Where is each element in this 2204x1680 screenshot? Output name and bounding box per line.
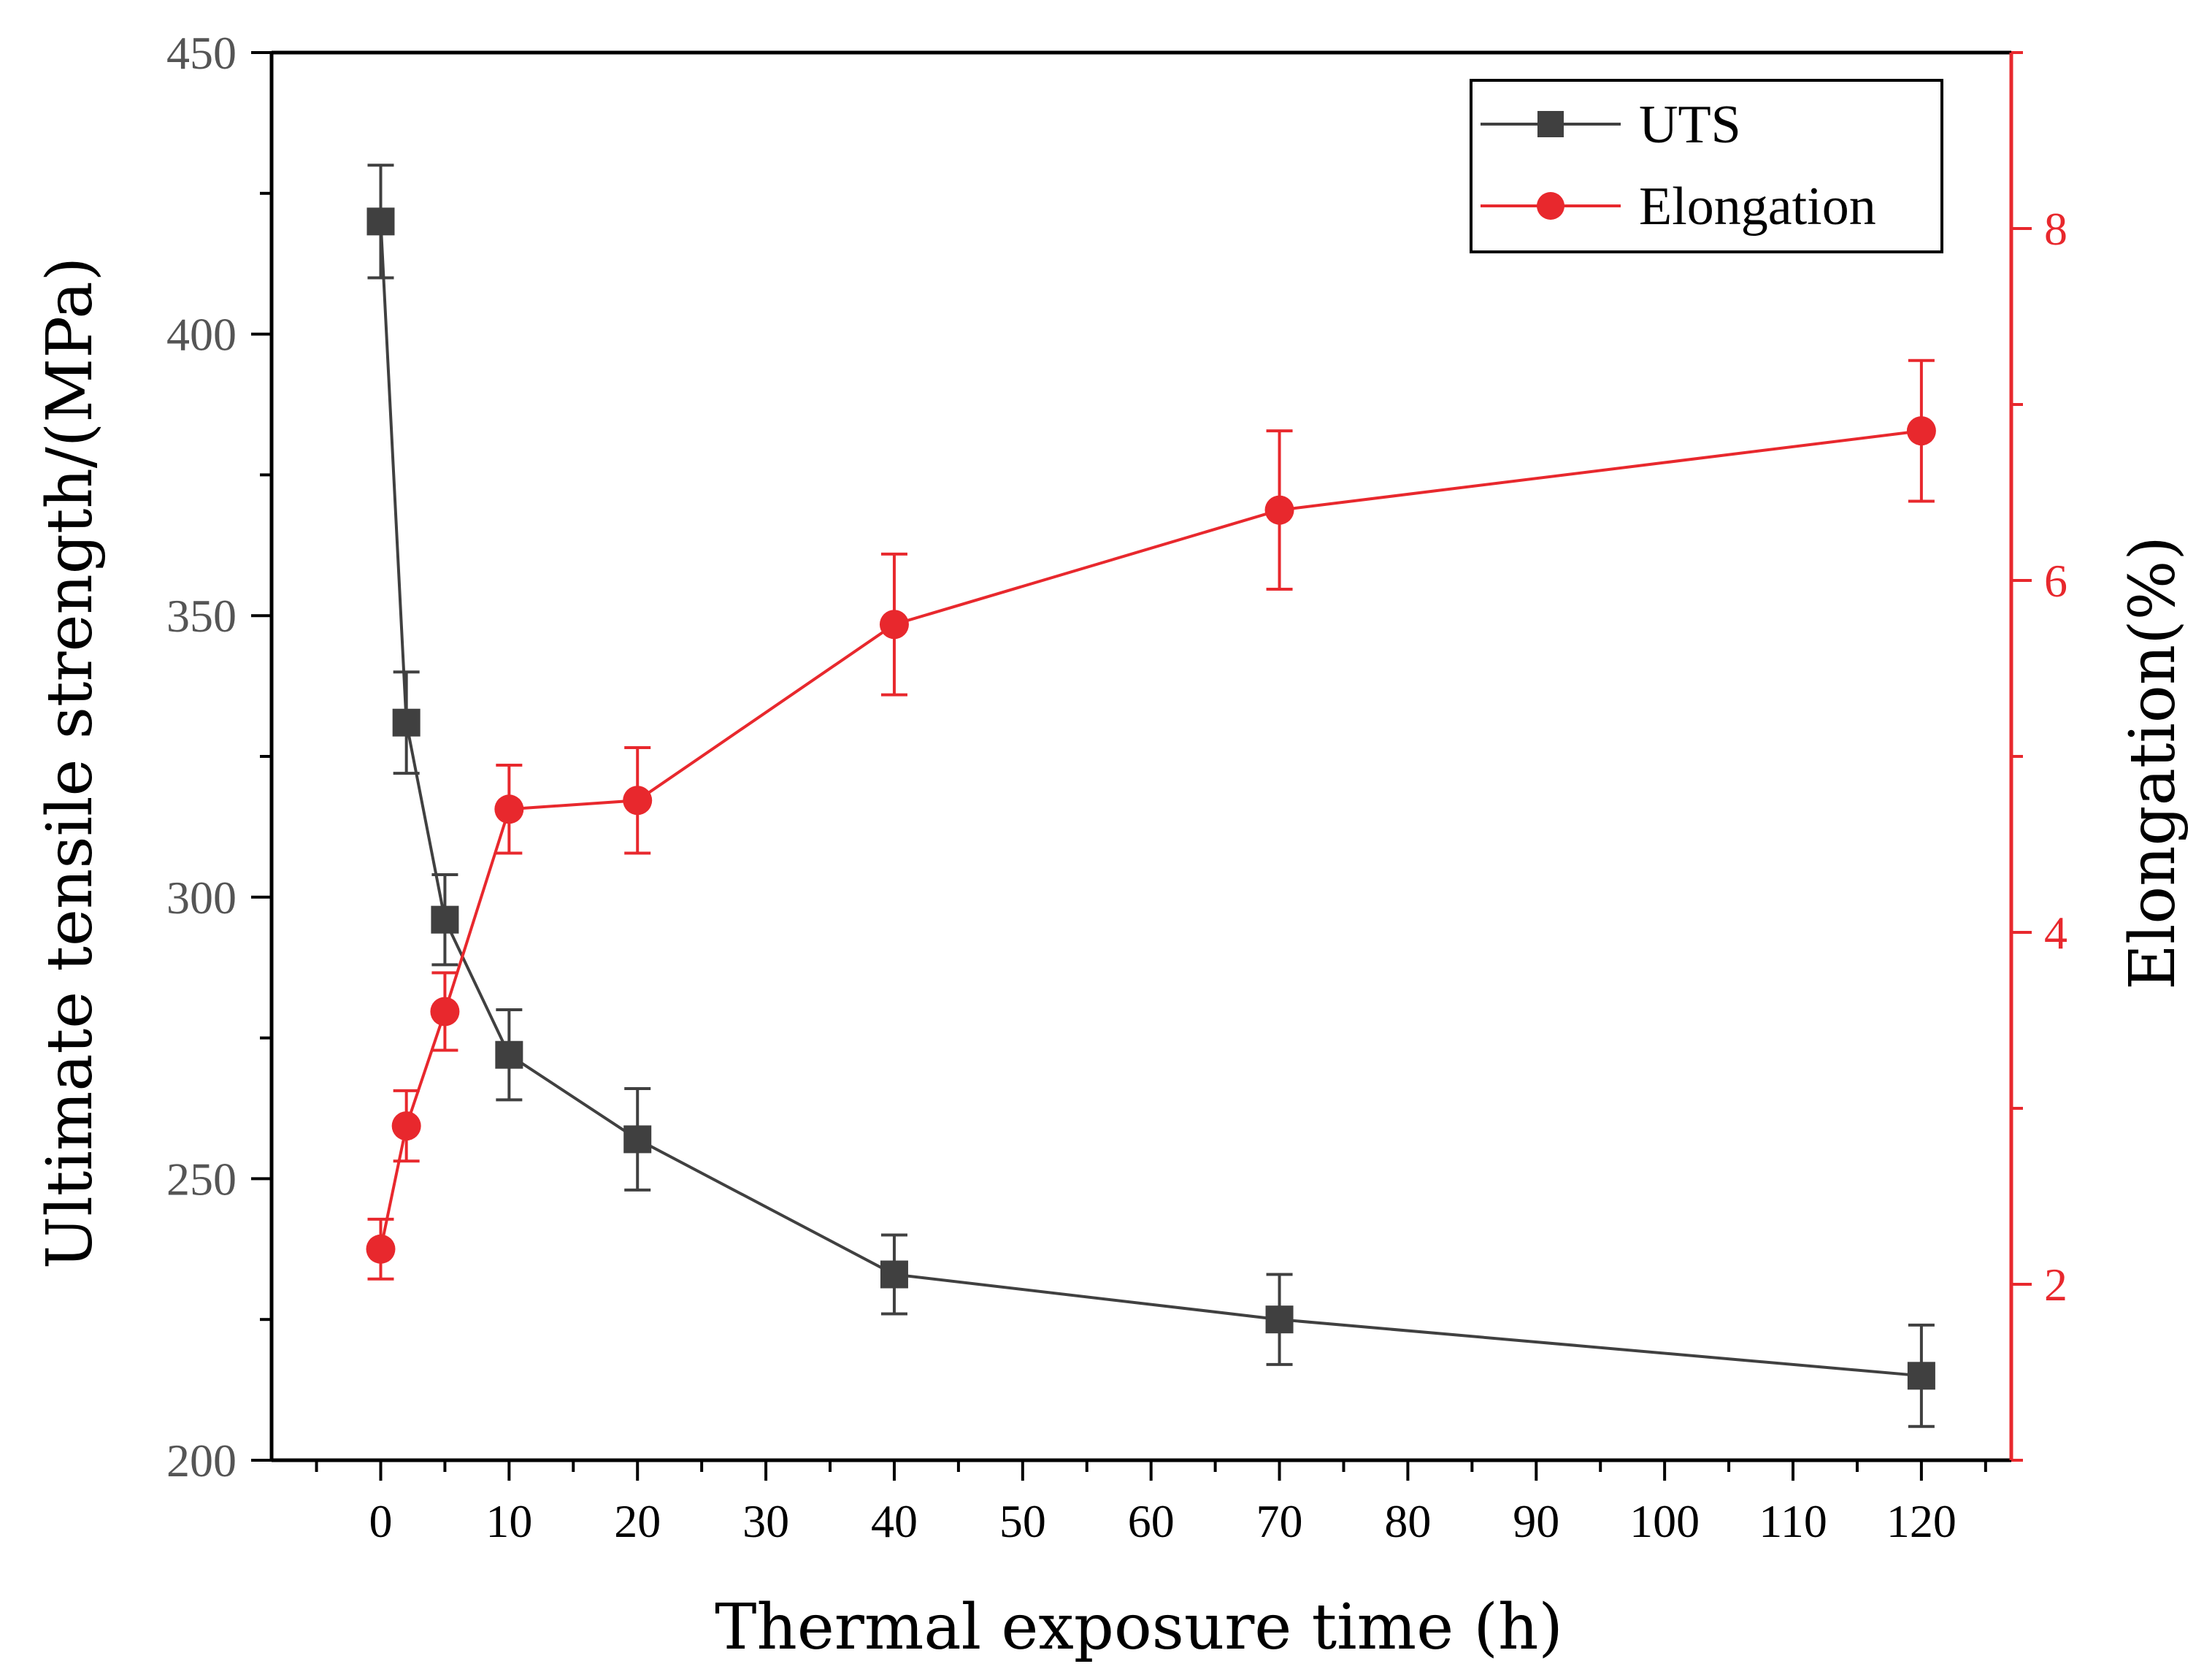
x-tick-label: 40 bbox=[871, 1495, 918, 1547]
left-y-axis: 200 250 300 350 400 450 bbox=[166, 27, 272, 1487]
right-y-tick-label: 2 bbox=[2044, 1259, 2067, 1311]
data-point bbox=[880, 1260, 908, 1289]
legend-uts-marker bbox=[1537, 111, 1564, 137]
right-y-axis: 2 4 6 8 bbox=[2011, 51, 2067, 1462]
left-y-tick-label: 300 bbox=[166, 872, 237, 924]
right-y-tick-label: 8 bbox=[2044, 203, 2067, 255]
x-tick-label: 120 bbox=[1886, 1495, 1957, 1547]
data-point bbox=[879, 610, 909, 640]
data-point bbox=[623, 786, 653, 816]
data-point bbox=[1265, 1305, 1294, 1334]
x-tick-label: 60 bbox=[1128, 1495, 1175, 1547]
x-tick-label: 90 bbox=[1513, 1495, 1559, 1547]
elongation-line bbox=[379, 429, 1922, 1250]
x-tick-label: 50 bbox=[999, 1495, 1046, 1547]
x-tick-label: 80 bbox=[1384, 1495, 1431, 1547]
left-y-tick-label: 350 bbox=[166, 590, 237, 642]
legend-box bbox=[1470, 79, 1943, 253]
left-y-tick-label: 250 bbox=[166, 1153, 237, 1205]
x-tick-label: 110 bbox=[1759, 1495, 1827, 1547]
data-point bbox=[495, 1040, 523, 1069]
left-y-tick-label: 450 bbox=[166, 27, 237, 79]
series-elongation bbox=[366, 358, 1936, 1281]
uts-line bbox=[379, 221, 1922, 1378]
left-y-axis-label: Ultimate tensile strength/(MPa) bbox=[34, 257, 107, 1269]
x-tick-label: 100 bbox=[1629, 1495, 1700, 1547]
data-point bbox=[1907, 1362, 1935, 1390]
x-tick-label: 10 bbox=[485, 1495, 532, 1547]
left-y-tick-label: 200 bbox=[166, 1435, 237, 1487]
legend-elongation-label: Elongation bbox=[1639, 177, 1876, 237]
x-tick-label: 0 bbox=[369, 1495, 392, 1547]
legend: UTS Elongation bbox=[1470, 79, 1943, 253]
x-tick-label: 70 bbox=[1256, 1495, 1303, 1547]
data-point bbox=[494, 794, 524, 824]
right-y-axis-label: Elongation(%) bbox=[2116, 536, 2189, 990]
data-point bbox=[366, 207, 395, 236]
data-point bbox=[431, 905, 459, 934]
x-axis-label: Thermal exposure time (h) bbox=[715, 1591, 1563, 1664]
data-point bbox=[392, 708, 421, 737]
right-y-tick-label: 4 bbox=[2044, 907, 2067, 959]
data-point bbox=[391, 1111, 421, 1141]
series-layer bbox=[366, 164, 1936, 1428]
left-y-tick-label: 400 bbox=[166, 309, 237, 361]
x-tick-label: 20 bbox=[614, 1495, 661, 1547]
plot-frame bbox=[269, 50, 2013, 1462]
series-uts bbox=[366, 164, 1935, 1428]
data-point bbox=[623, 1125, 652, 1154]
right-y-tick-label: 6 bbox=[2044, 555, 2067, 607]
legend-elongation-marker bbox=[1537, 192, 1564, 220]
x-axis: 0 10 20 30 40 50 60 70 80 90 100 110 120 bbox=[315, 1460, 1987, 1547]
data-point bbox=[430, 997, 460, 1027]
x-tick-label: 30 bbox=[742, 1495, 789, 1547]
data-point bbox=[1264, 495, 1294, 525]
data-point bbox=[1906, 416, 1936, 446]
legend-uts-label: UTS bbox=[1639, 95, 1741, 155]
data-point bbox=[366, 1234, 396, 1264]
